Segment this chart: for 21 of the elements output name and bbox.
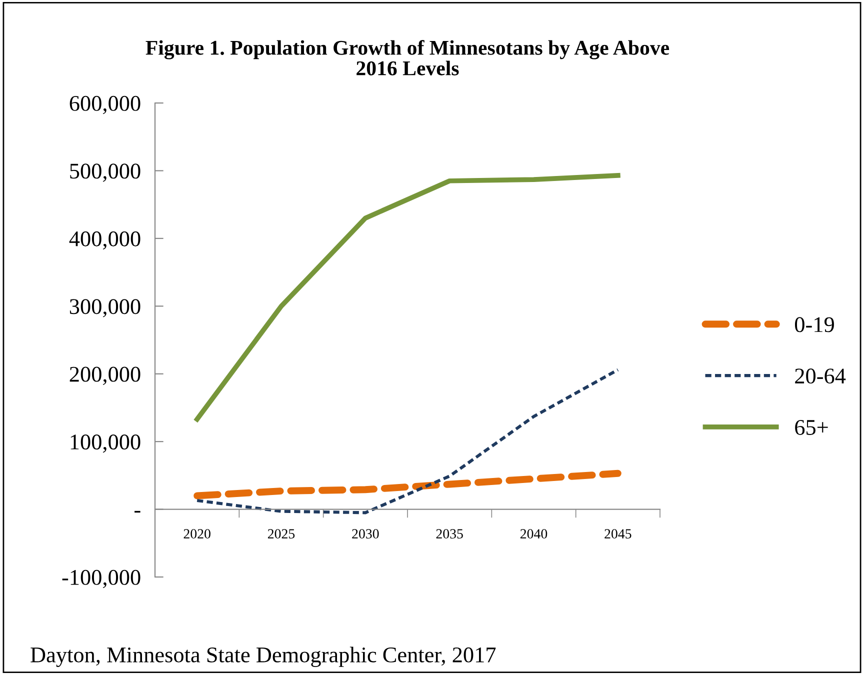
y-tick-label: 600,000 (70, 96, 140, 114)
chart-title: Figure 1. Population Growth of Minnesotans by Age Above 2016 Levels (146, 40, 670, 76)
x-tick-label: 2020 (184, 529, 210, 539)
y-tick-label: 500,000 (70, 164, 140, 182)
legend-label: 65+ (795, 420, 828, 435)
x-tick-label: 2025 (268, 529, 295, 539)
legend-label: 20-64 (795, 368, 846, 384)
text: Dayton, Minnesota State Demographic Center, 2017 (30, 646, 496, 667)
y-tick-label: - (134, 510, 140, 513)
x-tick-label: 2035 (436, 529, 463, 539)
legend-label: 0-19 (794, 317, 834, 332)
x-tick-label: 2045 (604, 529, 632, 539)
y-tick-label: 200,000 (70, 366, 140, 385)
x-tick-label: 2040 (520, 529, 548, 539)
y-tick-label: 400,000 (69, 231, 140, 250)
x-tick-label: 2030 (352, 529, 379, 539)
y-tick-label: 100,000 (70, 434, 140, 453)
line-series (196, 368, 620, 514)
y-tick-label: 300,000 (70, 299, 140, 318)
line-series (194, 173, 620, 422)
y-tick-label: -100,000 (62, 570, 140, 588)
